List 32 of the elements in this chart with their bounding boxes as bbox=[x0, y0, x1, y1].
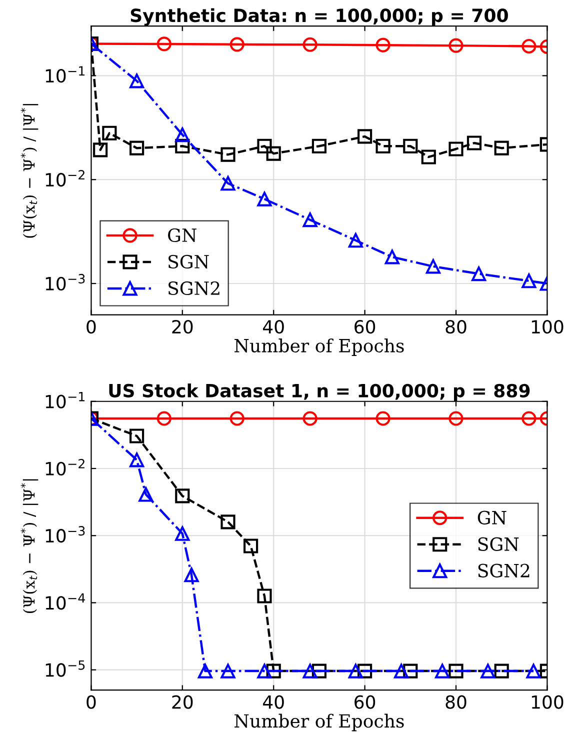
x-tick-label: 40 bbox=[262, 320, 284, 334]
y-tick-label: 10$^{−1}$ bbox=[46, 392, 85, 408]
chart-title: US Stock Dataset 1, n = 100,000; p = 889 bbox=[109, 383, 530, 401]
x-tick-label: 40 bbox=[262, 695, 284, 709]
y-axis-title: (Ψ(x$_{t}$) − Ψ$^{*}$) / |Ψ$^{*}$| bbox=[20, 479, 38, 614]
legend-label: SGN bbox=[168, 254, 209, 269]
y-tick-label: 10$^{−2}$ bbox=[46, 170, 84, 187]
y-tick-label: 10$^{−5}$ bbox=[46, 660, 85, 677]
y-tick-label: 10$^{−2}$ bbox=[46, 458, 84, 476]
x-tick-label: 0 bbox=[86, 695, 96, 709]
y-tick-label: 10$^{−3}$ bbox=[46, 526, 85, 543]
x-tick-label: 20 bbox=[172, 320, 193, 334]
x-tick-label: 60 bbox=[354, 320, 376, 334]
legend-label: SGN2 bbox=[478, 564, 530, 578]
x-tick-label: 100 bbox=[532, 320, 564, 334]
y-axis-title: (Ψ(x$_{t}$) − Ψ$^{*}$) / |Ψ$^{*}$| bbox=[20, 104, 38, 238]
x-tick-label: 80 bbox=[446, 695, 466, 709]
x-axis-title: Number of Epochs bbox=[234, 338, 404, 356]
x-tick-label: 100 bbox=[532, 695, 564, 709]
chart-title: Synthetic Data: n = 100,000; p = 700 bbox=[130, 8, 508, 26]
x-tick-label: 80 bbox=[446, 320, 466, 334]
x-tick-label: 0 bbox=[86, 320, 96, 334]
x-axis-title: Number of Epochs bbox=[234, 714, 404, 732]
y-tick-label: 10$^{−1}$ bbox=[46, 66, 85, 83]
x-tick-label: 60 bbox=[354, 695, 376, 709]
x-tick-label: 20 bbox=[172, 695, 193, 709]
legend-label: GN bbox=[168, 228, 196, 242]
legend-label: GN bbox=[478, 510, 506, 524]
y-tick-label: 10$^{−3}$ bbox=[46, 274, 85, 290]
legend-label: SGN bbox=[478, 537, 519, 551]
y-tick-label: 10$^{−4}$ bbox=[46, 593, 85, 610]
legend-label: SGN2 bbox=[168, 281, 220, 296]
